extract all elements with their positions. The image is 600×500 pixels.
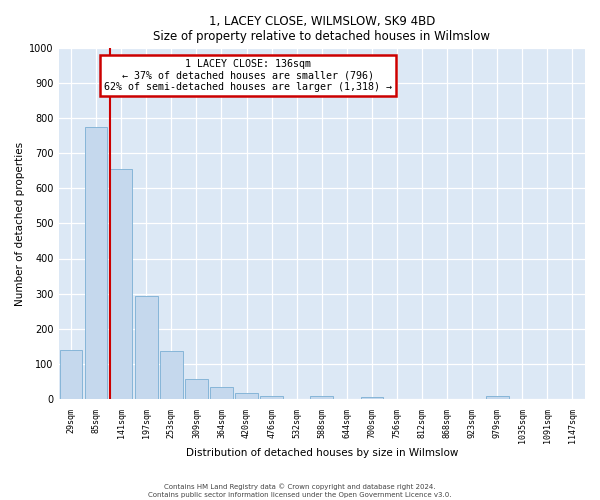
Bar bbox=[85, 127, 107, 398]
Bar bbox=[486, 396, 509, 398]
Bar bbox=[185, 378, 208, 398]
Bar bbox=[310, 396, 333, 398]
Bar bbox=[210, 388, 233, 398]
Bar bbox=[235, 392, 258, 398]
Title: 1, LACEY CLOSE, WILMSLOW, SK9 4BD
Size of property relative to detached houses i: 1, LACEY CLOSE, WILMSLOW, SK9 4BD Size o… bbox=[153, 15, 490, 43]
Bar bbox=[361, 397, 383, 398]
Bar bbox=[135, 296, 158, 398]
Y-axis label: Number of detached properties: Number of detached properties bbox=[15, 142, 25, 306]
X-axis label: Distribution of detached houses by size in Wilmslow: Distribution of detached houses by size … bbox=[185, 448, 458, 458]
Text: Contains HM Land Registry data © Crown copyright and database right 2024.
Contai: Contains HM Land Registry data © Crown c… bbox=[148, 484, 452, 498]
Bar bbox=[60, 350, 82, 399]
Text: 1 LACEY CLOSE: 136sqm
← 37% of detached houses are smaller (796)
62% of semi-det: 1 LACEY CLOSE: 136sqm ← 37% of detached … bbox=[104, 59, 392, 92]
Bar bbox=[110, 169, 133, 398]
Bar bbox=[160, 352, 182, 399]
Bar bbox=[260, 396, 283, 398]
